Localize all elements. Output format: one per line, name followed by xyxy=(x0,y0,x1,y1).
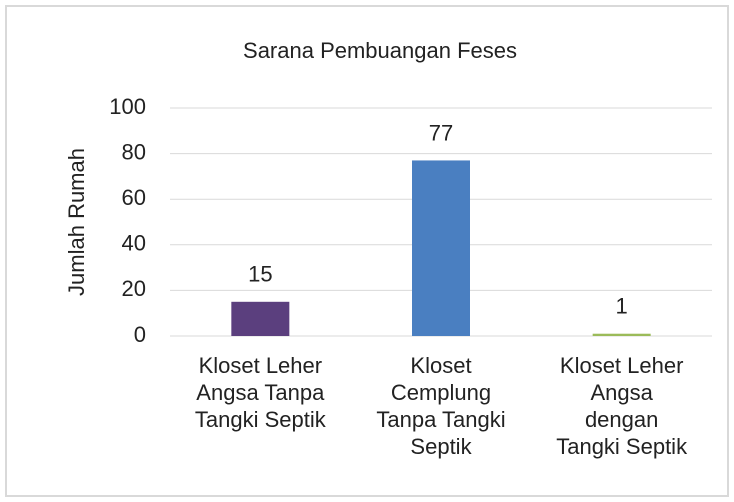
x-tick-label: Kloset Leher Angsa dengan Tangki Septik xyxy=(556,353,688,459)
bar xyxy=(412,160,470,336)
chart-title: Sarana Pembuangan Feses xyxy=(243,38,517,63)
y-tick-label: 100 xyxy=(109,94,146,119)
y-tick-label: 40 xyxy=(122,231,146,256)
y-axis-label: Jumlah Rumah xyxy=(64,148,89,296)
x-tick-label: Kloset Cemplung Tanpa Tangki Septik xyxy=(376,353,506,459)
bar xyxy=(231,301,290,336)
y-tick-label: 60 xyxy=(122,185,146,210)
y-tick-label: 80 xyxy=(122,139,146,164)
x-tick-label: Kloset Leher Angsa Tanpa Tangki Septik xyxy=(194,353,326,432)
data-label: 1 xyxy=(616,294,628,319)
data-label: 15 xyxy=(248,262,272,287)
y-tick-label: 0 xyxy=(134,322,146,347)
bar xyxy=(592,333,651,336)
data-label: 77 xyxy=(429,120,453,145)
chart-border xyxy=(5,5,729,497)
y-tick-label: 20 xyxy=(122,276,146,301)
